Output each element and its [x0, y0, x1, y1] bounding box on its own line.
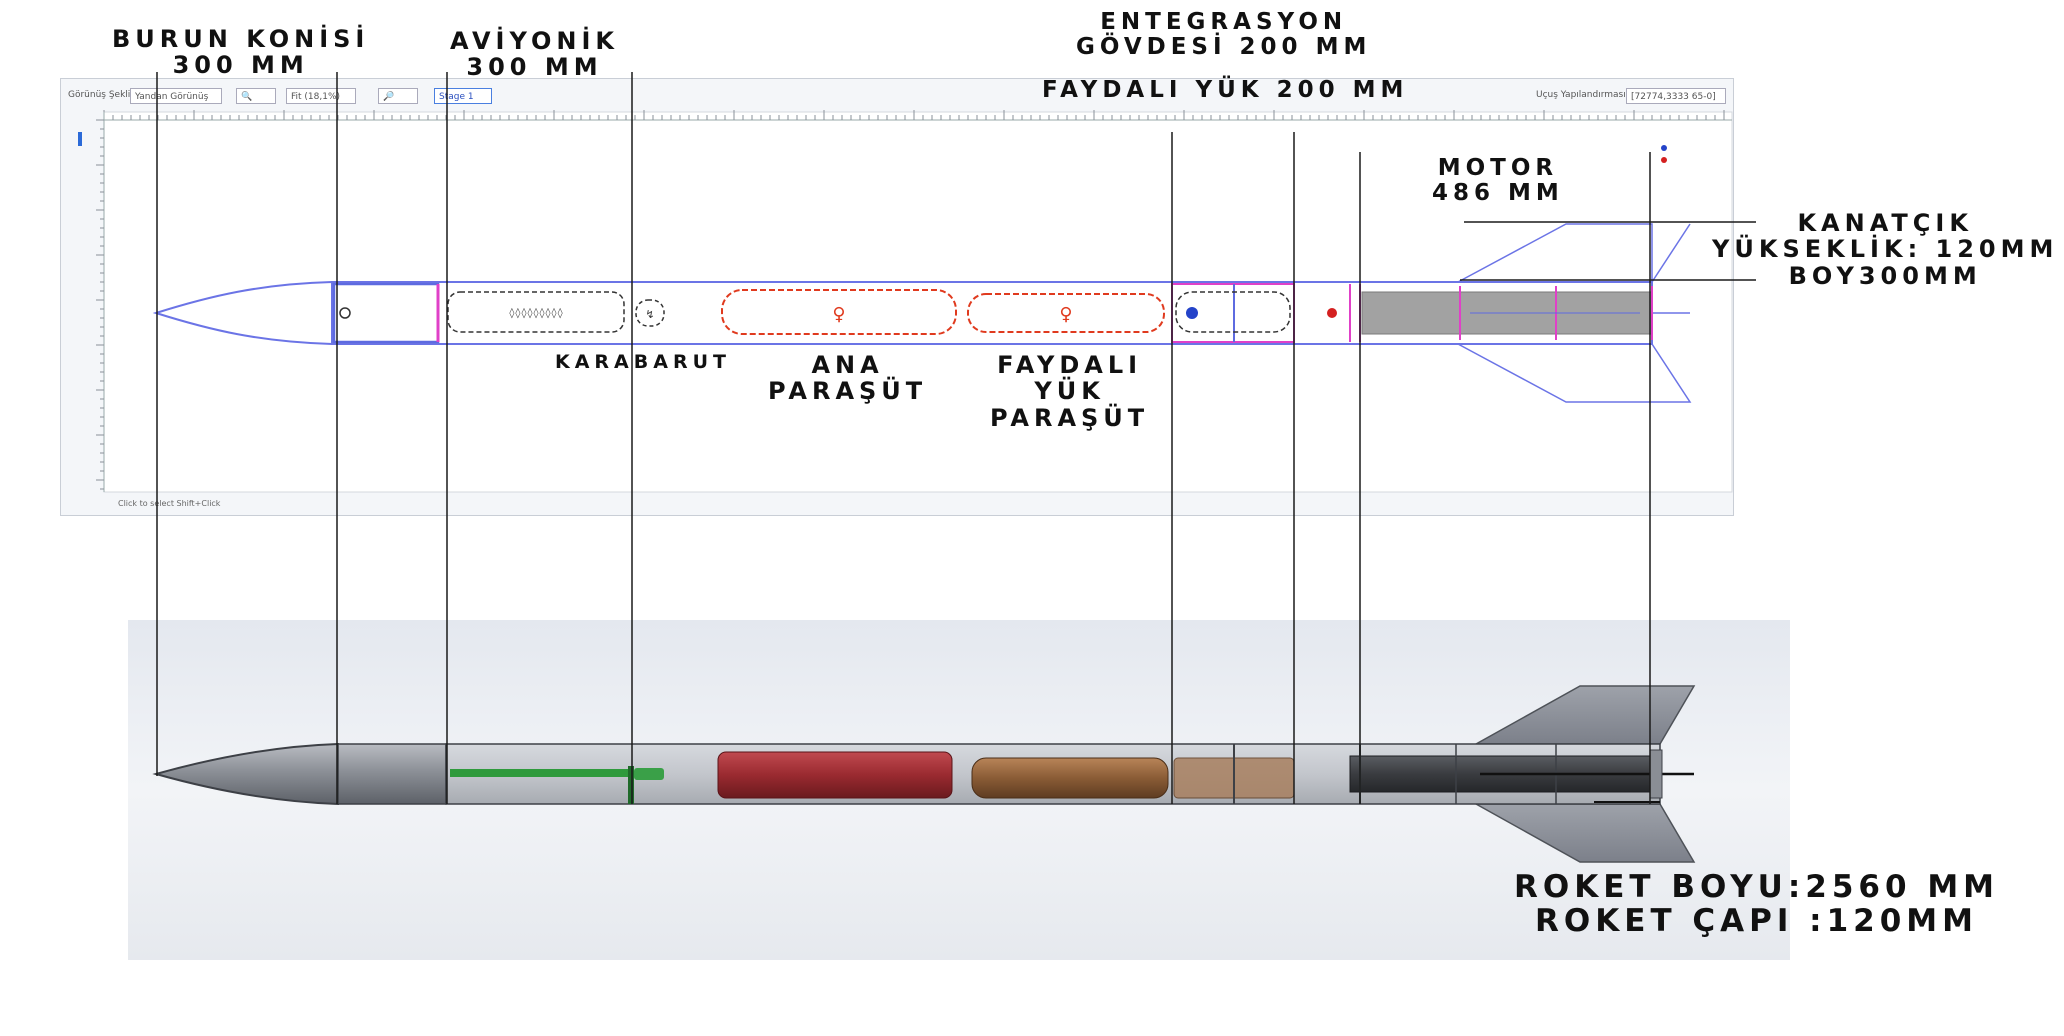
sim-fin-top: [1457, 223, 1653, 283]
black-powder-label: KARABARUT: [555, 351, 731, 373]
motor-title: MOTOR: [1437, 155, 1559, 181]
avionics-title: AVİYONİK: [450, 27, 619, 55]
cg-marker-icon: [1186, 307, 1198, 319]
footer-hint: Click to select Shift+Click: [118, 499, 221, 508]
ruler-indicator: [78, 132, 82, 146]
payload-label: FAYDALI YÜK 200 MM: [1042, 77, 1409, 103]
payload-chute-line2: YÜK: [1034, 377, 1105, 406]
payload-chute-line3: PARAŞÜT: [990, 403, 1150, 432]
sim-shock-cord-icon: [339, 307, 351, 319]
payload-chute-label: FAYDALI YÜK PARAŞÜT: [990, 351, 1150, 432]
payload-parachute: [971, 757, 1169, 799]
parachute-icon: ♀: [832, 304, 845, 325]
sim-canvas: ◊◊◊◊◊◊◊◊◊ ↯ ♀ ♀: [78, 110, 1733, 493]
nose-cone-title: BURUN KONİSİ: [112, 25, 370, 53]
main-chute-line1: ANA: [811, 351, 884, 379]
avionics-bulkhead: [628, 766, 634, 804]
cp-legend-icon: [1661, 157, 1667, 163]
integration-label: ENTEGRASYON GÖVDESİ 200 MM: [1076, 9, 1372, 61]
black-powder-canister: [634, 768, 664, 780]
main-chute-label: ANA PARAŞÜT: [768, 352, 927, 405]
sim-black-powder: [635, 299, 665, 327]
main-chute-line2: PARAŞÜT: [768, 377, 928, 406]
avionics-rod: [450, 769, 630, 777]
rocket-dimensions-label: ROKET BOYU:2560 MM ROKET ÇAPI :120MM: [1514, 870, 1999, 938]
sim-black-powder-glyph: ↯: [645, 308, 654, 321]
nose-cone-length: 300 MM: [172, 51, 309, 80]
tail-cap: [1649, 749, 1663, 799]
payload-chute-line1: FAYDALI: [997, 351, 1143, 379]
render-3d: [128, 620, 1790, 960]
sim-toolbar: Görünüş Şekli: Yandan Görünüş 🔍 Fit (18,…: [60, 80, 1732, 110]
sim-avionics-glyphs: ◊◊◊◊◊◊◊◊◊: [509, 307, 563, 319]
guide-lines: [156, 72, 1756, 804]
sim-main-chute: [721, 289, 957, 335]
avionics-length: 300 MM: [466, 53, 603, 82]
cp-marker-icon: [1327, 308, 1337, 318]
config-select[interactable]: [72774,3333 65-0]: [1626, 88, 1726, 104]
cg-legend-icon: [1661, 145, 1667, 151]
integration-title: ENTEGRASYON: [1100, 9, 1348, 35]
main-parachute: [717, 751, 953, 799]
fin-height: YÜKSEKLİK: 120MM: [1712, 235, 2059, 264]
integration-length: GÖVDESİ 200 MM: [1076, 34, 1372, 61]
sim-fin-trailing-top: [1651, 223, 1691, 283]
view-type-label: Görünüş Şekli:: [68, 90, 134, 100]
left-ruler-ticks: [96, 119, 104, 490]
fin-title: KANATÇIK: [1797, 209, 1973, 237]
parachute-icon: ♀: [1059, 304, 1072, 325]
sim-payload-mass: [1175, 291, 1291, 333]
avionics-label: AVİYONİK 300 MM: [450, 28, 619, 81]
zoom-in-button[interactable]: 🔍: [236, 88, 276, 104]
stage-button[interactable]: Stage 1: [434, 88, 492, 104]
top-ruler-ticks: [103, 110, 1725, 120]
rocket-diameter: ROKET ÇAPI :120MM: [1535, 903, 1978, 940]
view-type-select[interactable]: Yandan Görünüş: [130, 88, 222, 104]
nose-cone-label: BURUN KONİSİ 300 MM: [112, 26, 369, 79]
sim-avionics-mass: [447, 291, 625, 333]
rocket-length: ROKET BOYU:2560 MM: [1514, 869, 2000, 905]
motor-length: 486 MM: [1432, 180, 1564, 207]
sim-payload-chute: [967, 293, 1165, 333]
sim-fin-bottom: [1457, 343, 1692, 403]
zoom-out-button[interactable]: 🔎: [378, 88, 418, 104]
nose-shoulder: [337, 743, 447, 805]
fin-label: KANATÇIK YÜKSEKLİK: 120MM BOY300MM: [1712, 209, 2059, 290]
config-label: Uçuş Yapılandırması:: [1536, 90, 1629, 100]
motor-label: MOTOR 486 MM: [1432, 155, 1564, 207]
zoom-select[interactable]: Fit (18,1%): [286, 88, 356, 104]
fin-length: BOY300MM: [1788, 261, 1982, 290]
